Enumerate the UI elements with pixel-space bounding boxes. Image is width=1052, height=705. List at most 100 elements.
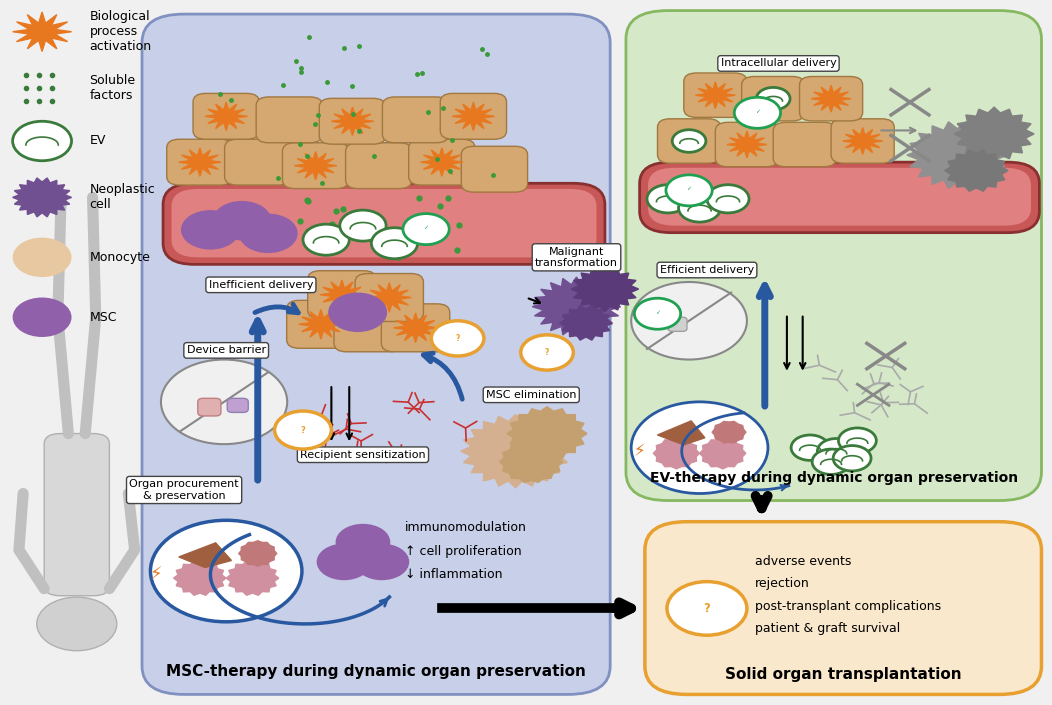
Polygon shape <box>843 128 883 154</box>
Polygon shape <box>532 277 621 336</box>
Text: Organ procurement
& preservation: Organ procurement & preservation <box>129 479 239 501</box>
FancyBboxPatch shape <box>440 93 507 139</box>
FancyBboxPatch shape <box>333 304 402 352</box>
Circle shape <box>734 97 781 128</box>
FancyBboxPatch shape <box>831 118 894 163</box>
Circle shape <box>707 185 749 213</box>
Text: ?: ? <box>704 602 710 615</box>
FancyBboxPatch shape <box>648 168 1031 226</box>
Circle shape <box>336 524 390 560</box>
Circle shape <box>679 194 721 222</box>
Polygon shape <box>205 102 247 130</box>
Text: ✓: ✓ <box>687 186 691 192</box>
FancyBboxPatch shape <box>773 123 836 166</box>
FancyBboxPatch shape <box>345 142 411 188</box>
Circle shape <box>317 544 371 580</box>
Circle shape <box>833 446 871 471</box>
Polygon shape <box>653 438 700 469</box>
Polygon shape <box>658 421 705 445</box>
Polygon shape <box>393 313 438 343</box>
Text: MSC elimination: MSC elimination <box>486 390 576 400</box>
FancyBboxPatch shape <box>142 14 610 694</box>
Text: ?: ? <box>301 426 305 434</box>
Circle shape <box>631 282 747 360</box>
Text: Recipient sensitization: Recipient sensitization <box>300 450 426 460</box>
Polygon shape <box>295 152 337 180</box>
Text: patient & graft survival: patient & graft survival <box>755 623 901 635</box>
Text: Intracellular delivery: Intracellular delivery <box>721 59 836 68</box>
FancyBboxPatch shape <box>684 73 747 117</box>
FancyBboxPatch shape <box>383 97 448 142</box>
Circle shape <box>13 238 72 277</box>
FancyBboxPatch shape <box>640 162 1039 233</box>
Text: MSC: MSC <box>89 311 117 324</box>
Circle shape <box>340 210 386 241</box>
Circle shape <box>647 185 689 213</box>
FancyBboxPatch shape <box>166 139 234 185</box>
Circle shape <box>355 544 409 580</box>
FancyBboxPatch shape <box>645 522 1041 694</box>
Text: EV: EV <box>89 135 106 147</box>
Circle shape <box>328 293 387 332</box>
Polygon shape <box>179 543 231 568</box>
FancyBboxPatch shape <box>198 398 221 416</box>
FancyBboxPatch shape <box>658 118 721 163</box>
FancyBboxPatch shape <box>800 77 863 121</box>
FancyBboxPatch shape <box>461 147 527 192</box>
Circle shape <box>150 520 302 622</box>
FancyBboxPatch shape <box>715 123 778 166</box>
Text: EV-therapy during dynamic organ preservation: EV-therapy during dynamic organ preserva… <box>650 471 1017 485</box>
Circle shape <box>431 321 484 356</box>
Polygon shape <box>712 422 746 443</box>
Circle shape <box>756 87 790 110</box>
FancyBboxPatch shape <box>307 271 377 319</box>
Polygon shape <box>907 122 1008 188</box>
Text: immunomodulation: immunomodulation <box>405 521 527 534</box>
Polygon shape <box>179 148 221 176</box>
Polygon shape <box>461 415 570 488</box>
Text: MSC-therapy during dynamic organ preservation: MSC-therapy during dynamic organ preserv… <box>166 664 586 680</box>
FancyBboxPatch shape <box>194 93 259 139</box>
Circle shape <box>631 402 768 494</box>
Circle shape <box>403 214 449 245</box>
Polygon shape <box>239 541 277 566</box>
Circle shape <box>161 360 287 444</box>
Circle shape <box>672 130 706 152</box>
FancyBboxPatch shape <box>44 434 109 596</box>
FancyBboxPatch shape <box>163 183 605 264</box>
FancyBboxPatch shape <box>227 398 248 412</box>
Text: Monocyte: Monocyte <box>89 251 150 264</box>
Circle shape <box>37 597 117 651</box>
Text: ↓ inflammation: ↓ inflammation <box>405 568 503 581</box>
Circle shape <box>521 335 573 370</box>
Polygon shape <box>695 82 735 109</box>
Text: adverse events: adverse events <box>755 555 852 568</box>
FancyBboxPatch shape <box>282 142 348 188</box>
Polygon shape <box>13 178 72 217</box>
Circle shape <box>667 582 747 635</box>
Polygon shape <box>174 561 226 595</box>
FancyBboxPatch shape <box>742 77 805 121</box>
Circle shape <box>303 224 349 255</box>
FancyBboxPatch shape <box>408 139 474 185</box>
FancyBboxPatch shape <box>225 139 290 185</box>
Polygon shape <box>945 150 1008 191</box>
Text: Soluble
factors: Soluble factors <box>89 74 136 102</box>
Polygon shape <box>811 85 851 112</box>
Text: Inefficient delivery: Inefficient delivery <box>208 280 313 290</box>
Polygon shape <box>452 102 494 130</box>
FancyBboxPatch shape <box>171 189 596 257</box>
Polygon shape <box>571 266 639 312</box>
FancyBboxPatch shape <box>257 97 322 142</box>
Polygon shape <box>331 107 373 135</box>
Text: Biological
process
activation: Biological process activation <box>89 11 151 53</box>
Polygon shape <box>727 131 767 158</box>
Circle shape <box>791 435 829 460</box>
Polygon shape <box>421 148 463 176</box>
Text: ✓: ✓ <box>755 109 760 114</box>
Circle shape <box>239 214 298 253</box>
Text: rejection: rejection <box>755 577 810 590</box>
Text: ✓: ✓ <box>424 225 428 231</box>
Polygon shape <box>226 561 279 595</box>
Text: ↑ cell proliferation: ↑ cell proliferation <box>405 545 522 558</box>
